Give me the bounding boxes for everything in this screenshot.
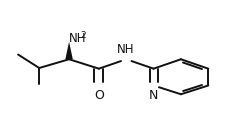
Text: NH: NH (69, 32, 86, 45)
Text: N: N (149, 89, 158, 102)
Text: 2: 2 (80, 31, 86, 40)
Text: O: O (94, 89, 104, 102)
Polygon shape (65, 42, 73, 59)
Text: NH: NH (117, 43, 135, 56)
